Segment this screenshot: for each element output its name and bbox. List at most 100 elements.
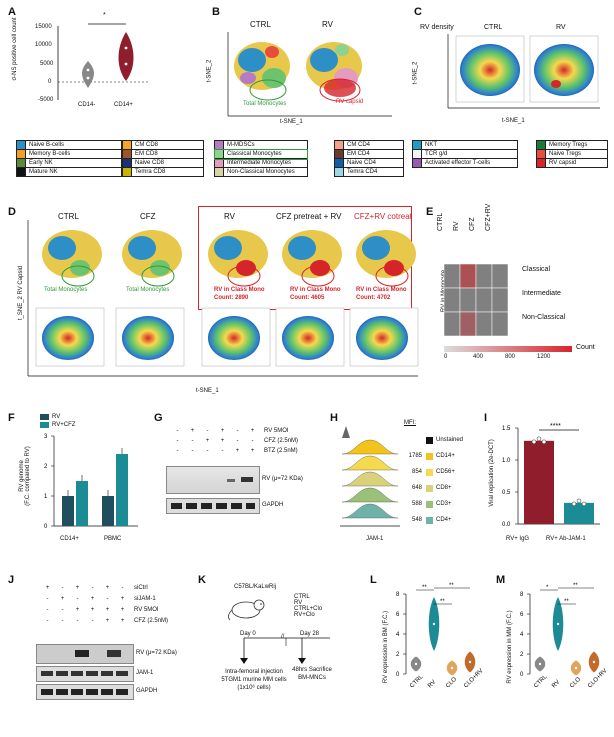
heatmap-cell	[475, 263, 493, 289]
legend-swatch	[426, 452, 433, 460]
legend-label: Unstained	[436, 437, 464, 443]
tsne-cluster	[48, 236, 76, 260]
panel-g-blot-rv	[166, 466, 260, 494]
data-point	[592, 660, 596, 664]
panel-k-timeline	[240, 637, 330, 664]
treatment-row: - - + + - - CFZ (2.5nM)	[170, 436, 299, 446]
bar	[102, 496, 114, 526]
treatment-mark: -	[106, 595, 109, 602]
data-point	[432, 622, 436, 626]
panel-k-day0: Day 0	[240, 631, 256, 637]
mfi-value: 648	[411, 485, 422, 491]
tsne-cluster	[70, 260, 90, 276]
treatment-mark: -	[236, 428, 239, 434]
density-map	[42, 316, 94, 360]
heatmap-cell	[459, 263, 477, 289]
data-point	[556, 622, 560, 626]
tick-label: 0	[396, 672, 400, 678]
panel-d-xlabel: t-SNE_1	[196, 388, 219, 394]
panel-label-k: K	[198, 574, 206, 586]
panel-d-title: CFZ pretreat + RV	[276, 212, 342, 221]
data-point	[468, 660, 472, 664]
legend-item: Naive CD4	[335, 159, 403, 168]
tsne-cluster	[310, 260, 330, 276]
treatment-mark: -	[91, 584, 94, 591]
legend-item: TCR g/d	[413, 150, 517, 159]
legend-c-col2: Memory Tregs Naive Tregs RV capsid	[536, 140, 608, 168]
tick-label: 8	[520, 592, 524, 598]
treatment-label: siCtrl	[134, 584, 148, 591]
treatment-mark: +	[90, 606, 95, 613]
treatment-mark: +	[220, 438, 225, 444]
panel-i-cat: RV+ IgG	[506, 536, 530, 542]
treatment-mark: -	[176, 428, 179, 434]
legend-b-col2: CM CD4 EM CD4 Naive CD4 Temra CD4	[334, 140, 404, 177]
data-point	[414, 662, 418, 666]
panel-e-heatmap	[443, 263, 509, 337]
treatment-mark: +	[90, 595, 95, 602]
panel-d-tsne-grid	[27, 220, 419, 377]
panel-d-count: Count: 4605	[290, 295, 325, 301]
treatment-mark: +	[120, 617, 125, 624]
treatment-mark: -	[61, 584, 64, 591]
mfi-row: Unstained	[400, 432, 480, 448]
panel-k-injection: Intra-femoral injection 5TGM1 murine MM …	[221, 669, 287, 691]
panel-label-e: E	[426, 206, 434, 218]
density-map	[356, 316, 408, 360]
panel-d-title: RV	[224, 212, 235, 221]
treatment-mark: +	[75, 606, 80, 613]
panel-a-ytick: -5000	[38, 97, 54, 103]
treatment-mark: -	[46, 606, 49, 613]
panel-e-col: RV	[453, 221, 460, 231]
tick-label: 2	[44, 464, 48, 470]
panel-j-band-label: GAPDH	[136, 688, 158, 694]
panel-a-significance: *	[103, 12, 106, 19]
legend-a-col2: CM CD8 EM CD8 Naive CD8 Temra CD8	[122, 140, 204, 177]
category-label: CLO	[445, 676, 458, 689]
mfi-row: 854 CD56+	[400, 464, 480, 480]
treatment-mark: +	[190, 428, 195, 434]
data-point	[531, 439, 537, 445]
histogram	[341, 471, 399, 487]
panel-c-density-plots	[447, 34, 600, 109]
heatmap-cell	[443, 287, 461, 313]
legend-item: RV capsid	[537, 159, 607, 167]
treatment-mark: +	[250, 428, 255, 434]
treatment-mark: +	[235, 448, 240, 454]
heatmap-cell	[459, 311, 477, 337]
treatment-row: - - + + + + RV 5MOI	[40, 604, 168, 615]
heatmap-cell	[491, 311, 509, 337]
legend-item: Non-Classical Monocytes	[215, 168, 307, 176]
treatment-mark: -	[251, 438, 254, 444]
treatment-label: RV 5MOI	[134, 606, 159, 613]
tick-label: 0.0	[502, 522, 511, 528]
panel-e-scale-tick: 1200	[537, 354, 551, 360]
legend-item: Early NK	[17, 159, 121, 168]
panel-b-annotation: Total Monocytes	[243, 101, 287, 107]
histogram	[341, 487, 399, 503]
panel-a-violin-plot	[57, 23, 148, 100]
panel-a-ytick: 5000	[40, 61, 54, 67]
panel-h-legend: Unstained 1785 CD14+ 854 CD56+ 648 CD8+ 588 CD3+…	[400, 432, 480, 528]
monocyte-gate	[227, 265, 261, 287]
panel-e-row: Intermediate	[522, 290, 561, 297]
panel-label-b: B	[212, 6, 220, 18]
panel-label-g: G	[154, 412, 163, 424]
mfi-row: 588 CD3+	[400, 496, 480, 512]
tsne-cluster	[214, 236, 242, 260]
panel-label-h: H	[330, 412, 338, 424]
panel-j-blot-rv	[36, 644, 134, 664]
group-label: CTRL	[294, 594, 310, 600]
treatment-mark: +	[60, 595, 65, 602]
legend-item: Naive CD8	[123, 159, 203, 168]
treatment-mark: -	[191, 438, 194, 444]
legend-label: RV+CFZ	[52, 422, 76, 428]
panel-e-row: Classical	[522, 266, 551, 273]
legend-item: EM CD8	[123, 150, 203, 159]
heatmap-cell	[475, 311, 493, 337]
panel-b-xlabel: t-SNE_1	[280, 119, 303, 125]
heatmap-cell	[443, 263, 461, 289]
panel-d-annotation: RV in Class Mono	[290, 287, 341, 293]
panel-d-ylabel: t_SNE_2 RV Capsid	[18, 265, 24, 321]
panel-d-annotation: Total Monocytes	[44, 287, 88, 293]
